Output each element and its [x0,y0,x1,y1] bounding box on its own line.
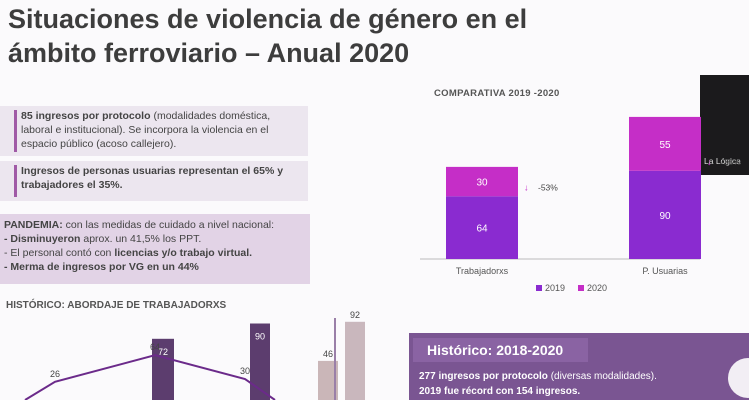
historico-panel-tab [413,338,588,362]
pandemia-text: PANDEMIA: con las medidas de cuidado a n… [4,218,306,274]
historico-bar-2 [250,323,270,400]
comparativa-data-label: 64 [476,224,488,235]
pandemia-label: PANDEMIA: [4,219,63,231]
page-title: Situaciones de violencia de género en el… [8,4,528,68]
historico-line1-bold: 277 ingresos por protocolo [419,371,548,382]
pandemia-box: PANDEMIA: con las medidas de cuidado a n… [0,214,310,284]
users-share-bold: Ingresos de personas usuarias representa… [21,165,284,191]
comparativa-arrow-icon: ↓ [524,182,529,192]
comparativa-category-label: P. Usuarias [642,266,688,276]
historico-bar-4 [345,321,365,400]
historico-line-label: 26 [50,369,60,379]
protocol-info-text: 85 ingresos por protocolo (modalidades d… [21,109,304,151]
legend-label-2020: 2020 [587,283,607,293]
comparativa-bar-2020-2 [629,116,701,171]
comparativa-category-label: Trabajadorxs [456,266,509,276]
protocol-info-box: 85 ingresos por protocolo (modalidades d… [0,106,308,156]
accent-bar [14,165,17,197]
historico-bar-3 [318,360,338,400]
comparativa-annotation: -53% [538,182,558,192]
pandemia-line2-bold: licencias y/o trabajo virtual. [114,247,253,259]
legend-swatch-2019 [536,285,542,291]
historico-bar-label: 46 [323,349,333,359]
comparativa-data-label: 30 [476,178,488,189]
dark-overlay-panel [700,75,749,175]
historico-bar-label: 92 [350,310,360,320]
comparativa-bar-2019-2 [629,170,701,259]
pandemia-line1-rest: aprox. un 41,5% los PPT. [80,233,202,245]
historico-bar-1 [152,338,174,400]
historico-line-label: 30 [240,366,250,376]
historico-line [24,354,276,400]
protocol-info-bold: 85 ingresos por protocolo [21,110,151,122]
comparativa-data-label: 90 [659,211,671,222]
comparativa-bar-2019-1 [446,196,518,259]
pandemia-line1-bold: - Disminuyeron [4,233,81,245]
protocol-info-rest: (modalidades doméstica, laboral e instit… [21,110,271,150]
legend-swatch-2020 [578,285,584,291]
historico-bar-label: 90 [255,332,265,342]
historico-label: HISTÓRICO: ABORDAJE DE TRABAJADORXS [6,300,227,311]
comparativa-bar-2020-1 [446,166,518,197]
users-share-text: Ingresos de personas usuarias representa… [21,164,304,192]
comparativa-annotation: -35% [721,157,741,167]
historico-line2: 2019 fue récord con 154 ingresos. [419,386,581,397]
comparativa-arrow-icon: ↓ [707,157,712,167]
accent-bar [14,110,17,152]
comparativa-data-label: 55 [659,140,671,151]
circle-decoration [728,358,749,398]
users-share-box: Ingresos de personas usuarias representa… [0,161,308,201]
historico-panel-title: Histórico: 2018-2020 [427,342,564,358]
historico-line1-rest: (diversas modalidades). [547,371,657,382]
historico-bar-label: 72 [158,347,168,357]
historico-line-label: 64 [150,342,160,352]
dark-overlay-label: La Lógica [704,156,741,166]
pandemia-intro: con las medidas de cuidado a nivel nacio… [62,219,275,231]
historico-panel-body: 277 ingresos por protocolo (diversas mod… [419,369,719,399]
pandemia-line2-a: - El personal contó con [4,247,115,259]
legend-label-2019: 2019 [545,283,565,293]
comparativa-chart-title: COMPARATIVA 2019 -2020 [434,88,560,99]
pandemia-line3: - Merma de ingresos por VG en un 44% [4,261,199,273]
